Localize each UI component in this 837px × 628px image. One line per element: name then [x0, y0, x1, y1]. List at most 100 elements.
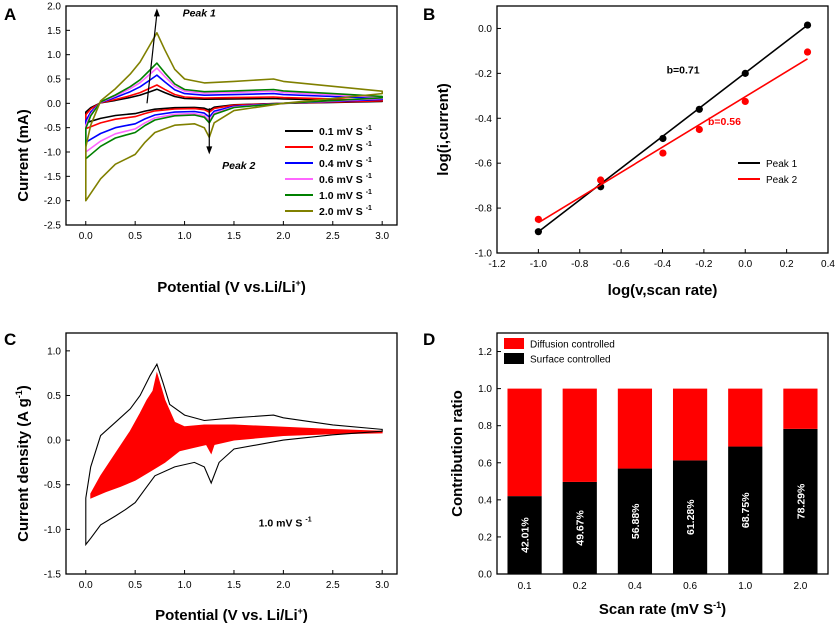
x-tick-label: 0.5 [128, 231, 142, 242]
data-point-peak1 [534, 228, 542, 236]
cv-curve-0.2 [85, 84, 383, 130]
panel-d-contribution-bars: 0.0 0.2 0.4 0.6 0.8 1.0 1.2 Scan rate (mV S-1) C… [449, 332, 829, 618]
x-tick-label: 2.0 [276, 231, 290, 242]
panel-b-log-plot: -1.2 -1.0 -0.8 -0.6 -0.4 -0.2 0.0 0.2 0.4-1.0-0.… [435, 5, 835, 299]
y-tick-label: -0.6 [475, 159, 493, 170]
y-axis-label: Current density (A g-1) [14, 385, 32, 542]
x-tick-label: 0.0 [738, 259, 752, 270]
legend-label-2: Peak 2 [766, 175, 798, 186]
data-label-2.0: 78.29% [795, 483, 807, 519]
data-label-0.2: 49.67% [575, 509, 587, 545]
y-tick-label: -0.4 [475, 114, 493, 125]
legend-label-0.2: 0.2 mV S -1 [319, 141, 372, 154]
panel-label-a: A [4, 5, 16, 24]
x-tick-label: 2.5 [326, 231, 340, 242]
fit-line-2 [537, 58, 808, 224]
panel-label-b: B [423, 5, 435, 24]
y-tick-label: 0.8 [478, 421, 492, 432]
y-tick-label: -2.0 [44, 196, 62, 207]
data-point-peak1 [695, 105, 703, 113]
y-tick-label: -0.5 [44, 123, 62, 134]
data-point-peak2 [803, 48, 812, 56]
bar-surface-1.0 [728, 446, 763, 574]
x-tick-label: -1.2 [488, 259, 506, 270]
y-tick-label: 1.0 [47, 50, 61, 61]
x-tick-label: 1.0 [738, 581, 752, 592]
legend-swatch-diffusion [504, 338, 524, 349]
panel-a-cv-curves: 0.0 0.5 1.0 1.5 2.0 2.5 3.0 -2.5 -2.0 -1.5 -1.0 -0.… [15, 2, 398, 296]
y-tick-label: 1.5 [47, 26, 61, 37]
y-tick-label: 0.5 [47, 391, 61, 402]
bar-diffusion-2.0 [783, 388, 818, 429]
x-tick-label: 3.0 [375, 231, 389, 242]
data-point-peak2 [695, 125, 703, 134]
data-point-peak2 [534, 215, 542, 223]
bar-diffusion-0.1 [507, 388, 542, 497]
y-axis-label: Contribution ratio [449, 390, 466, 517]
legend-label-2.0: 2.0 mV S -1 [319, 205, 372, 218]
y-axis-label: log(i,current) [435, 83, 452, 176]
x-axis-label: Potential (V vs.Li/Li+) [157, 278, 306, 296]
bar-surface-0.2 [562, 481, 597, 574]
data-point-peak1 [741, 69, 749, 77]
x-axis-label: log(v,scan rate) [608, 282, 718, 299]
slope-label-peak1: b=0.71 [667, 64, 700, 76]
legend-swatch-surface [504, 353, 524, 364]
bar-diffusion-0.6 [672, 388, 708, 461]
bar-surface-2.0 [783, 428, 818, 574]
bar-diffusion-0.2 [562, 388, 597, 482]
peak2-arrow-head [206, 146, 213, 155]
x-tick-label: 0.2 [780, 259, 794, 270]
x-axis-label: Potential (V vs. Li/Li+) [155, 606, 308, 624]
plot-frame [65, 332, 398, 575]
x-tick-label: 1.0 [178, 231, 192, 242]
x-tick-label: 0.0 [79, 231, 93, 242]
x-tick-label: 0.0 [79, 580, 93, 591]
y-tick-label: -2.5 [44, 221, 62, 232]
panel-label-c: C [4, 330, 16, 349]
x-tick-label: 0.6 [683, 581, 697, 592]
plot-frame [496, 5, 829, 254]
x-tick-label: 0.2 [573, 581, 587, 592]
y-tick-label: 0.6 [478, 458, 492, 469]
y-tick-label: 0.0 [47, 436, 61, 447]
panel-c-capacitive-contribution: 0.0 0.5 1.0 1.5 2.0 2.5 3.0 -1.5 -1.0 -0.5 0.0 0.5 1… [14, 332, 398, 624]
cv-curve-1.0 [85, 62, 383, 160]
y-tick-label: 2.0 [47, 2, 61, 13]
x-axis-label: Scan rate (mV S-1) [599, 600, 726, 618]
x-tick-label: 0.4 [821, 259, 835, 270]
x-tick-label: 2.0 [276, 580, 290, 591]
legend-label-surface: Surface controlled [530, 355, 611, 366]
x-tick-label: -0.6 [613, 259, 631, 270]
y-tick-label: 0.0 [478, 570, 492, 581]
y-tick-label: -1.5 [44, 570, 62, 581]
data-point-peak2 [741, 97, 749, 106]
y-tick-label: 0.2 [478, 532, 492, 543]
data-label-1.0: 68.75% [740, 492, 752, 528]
x-tick-label: 1.0 [178, 580, 192, 591]
legend-label-1: Peak 1 [766, 159, 798, 170]
plot-frame [496, 332, 829, 575]
x-tick-label: -0.8 [571, 259, 589, 270]
y-tick-label: 0.4 [478, 495, 492, 506]
y-tick-label: -0.8 [475, 204, 493, 215]
bar-surface-0.4 [617, 468, 653, 574]
y-tick-label: -1.5 [44, 172, 62, 183]
data-label-0.4: 56.88% [630, 503, 642, 539]
data-label-0.6: 61.28% [685, 499, 697, 535]
scan-rate-annotation: 1.0 mV S -1 [259, 517, 312, 530]
y-tick-label: 1.0 [47, 346, 61, 357]
y-tick-label: -1.0 [44, 148, 62, 159]
y-tick-label: 0.0 [47, 99, 61, 110]
x-tick-label: 2.5 [326, 580, 340, 591]
data-point-peak2 [659, 149, 667, 157]
cv-curve-2.0 [85, 31, 383, 202]
y-tick-label: 1.0 [478, 384, 492, 395]
plot-frame [65, 5, 398, 226]
slope-label-peak2: b=0.56 [708, 116, 741, 128]
data-label-0.1: 42.01% [520, 517, 532, 553]
data-point-peak1 [659, 134, 667, 143]
peak1-annotation: Peak 1 [183, 8, 216, 20]
x-tick-label: 2.0 [793, 581, 807, 592]
